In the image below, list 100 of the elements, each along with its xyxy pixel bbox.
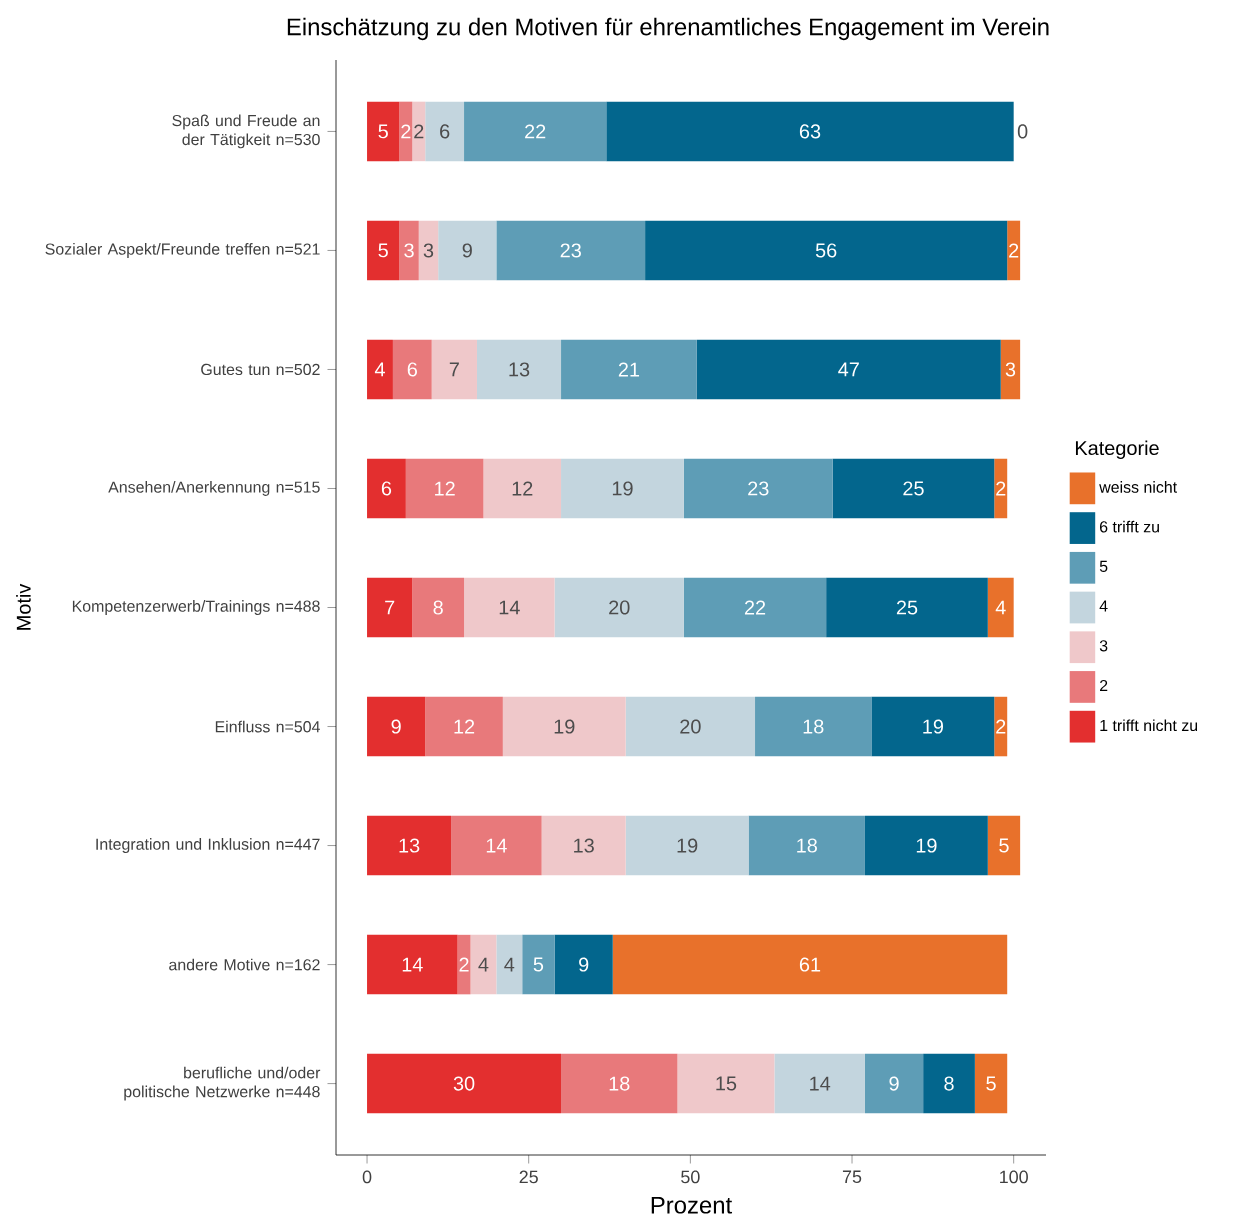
bar [554, 577, 684, 638]
bar [451, 815, 542, 876]
bar [418, 220, 439, 281]
data-label: 12 [512, 481, 533, 496]
bar [367, 220, 400, 281]
bar [476, 339, 562, 400]
bar [496, 220, 646, 281]
data-label: 21 [618, 362, 640, 377]
bar [612, 934, 1008, 995]
bar [994, 458, 1008, 519]
bar [541, 815, 626, 876]
data-label: 6 [440, 124, 450, 139]
x-axis-title: Prozent [651, 1196, 733, 1214]
bar [606, 101, 1014, 162]
data-label: 23 [560, 243, 581, 258]
data-label: 9 [391, 719, 401, 734]
data-label: 19 [554, 719, 575, 734]
bar [412, 101, 426, 162]
y-tick-label: andere Motive n=162 [169, 958, 320, 971]
bar [748, 815, 865, 876]
legend-label: 3 [1099, 640, 1108, 652]
y-tick-label: Gutes tun n=502 [201, 363, 320, 376]
legend-label: 2 [1100, 679, 1108, 692]
data-label: 22 [525, 124, 546, 139]
bar [399, 220, 419, 281]
data-label: 14 [810, 1076, 831, 1091]
bar [367, 934, 458, 995]
bar [399, 101, 413, 162]
data-label: 22 [744, 600, 766, 615]
x-tick-label: 50 [681, 1170, 700, 1184]
legend-title: Kategorie [1075, 440, 1159, 460]
data-label: 8 [433, 600, 443, 615]
data-label: 14 [499, 600, 520, 615]
data-label: 12 [454, 719, 475, 734]
data-label: 13 [399, 838, 420, 853]
bar [561, 1053, 678, 1114]
data-label: 9 [889, 1076, 899, 1091]
data-label: 20 [609, 600, 630, 615]
bar [431, 339, 477, 400]
y-tick-label: Kompetenzerwerb/Trainings n=488 [72, 600, 320, 615]
y-tick-label: Sozialer Aspekt/Freunde treffen n=521 [45, 243, 320, 258]
bar [871, 696, 995, 757]
data-label: 3 [1005, 362, 1016, 377]
bar [1007, 220, 1021, 281]
bar [464, 101, 607, 162]
bar [496, 934, 523, 995]
data-label: 13 [574, 838, 594, 853]
data-label: 7 [449, 362, 459, 377]
y-tick-label: berufliche und/oder politische Netzwerke n=448 [124, 1066, 321, 1101]
x-tick-label: 0 [362, 1170, 372, 1184]
data-label: 12 [435, 481, 455, 496]
data-label: 18 [797, 838, 817, 853]
data-label: 7 [385, 600, 395, 615]
bar [554, 934, 613, 995]
bar [425, 101, 465, 162]
data-label: 5 [378, 243, 388, 258]
data-label: 8 [944, 1076, 954, 1091]
bar [994, 696, 1008, 757]
bar [367, 458, 406, 519]
data-label: 5 [986, 1076, 996, 1091]
data-label: 19 [923, 719, 943, 734]
data-label: 3 [404, 243, 414, 258]
bar [755, 696, 872, 757]
data-label: 20 [680, 719, 701, 734]
data-label: 25 [903, 481, 924, 496]
data-label: 47 [838, 362, 859, 377]
bar [367, 815, 452, 876]
data-label: 25 [896, 600, 918, 615]
data-label: 9 [462, 243, 472, 258]
data-label: 15 [716, 1076, 737, 1091]
data-label: 5 [533, 957, 544, 972]
bar [367, 696, 426, 757]
bar [412, 577, 465, 638]
data-label: 6 [381, 481, 392, 496]
bar [367, 1053, 562, 1114]
bar [683, 458, 833, 519]
bar [502, 696, 626, 757]
bar [457, 934, 471, 995]
data-label: 13 [509, 362, 530, 377]
bar [438, 220, 497, 281]
bar [1000, 339, 1021, 400]
bar [367, 339, 393, 400]
bar [405, 458, 484, 519]
data-label: 18 [803, 719, 824, 734]
bar [826, 577, 988, 638]
data-label: 14 [402, 957, 423, 972]
bar [864, 815, 988, 876]
data-label: 61 [799, 957, 821, 972]
chart-title: Einschätzung zu den Motiven für ehrenamtliches Engagement im Verein [287, 17, 1049, 41]
data-label: 56 [815, 243, 837, 258]
data-label: 2 [1009, 243, 1019, 258]
bar [561, 458, 684, 519]
data-label: 2 [414, 124, 424, 139]
data-label: 4 [504, 957, 515, 972]
bar [367, 577, 413, 638]
x-tick-label: 25 [519, 1170, 538, 1184]
y-tick-label: Spaß und Freude an der Tätigkeit n=530 [172, 114, 320, 149]
data-label: 2 [996, 481, 1006, 496]
bar [696, 339, 1001, 400]
data-label: 14 [486, 838, 507, 853]
